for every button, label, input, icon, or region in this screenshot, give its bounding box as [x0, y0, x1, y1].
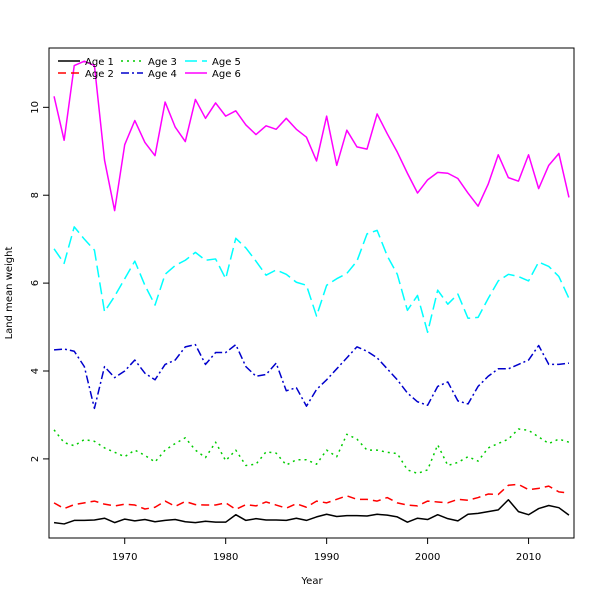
series-line-age-1	[53, 499, 570, 525]
legend-label-age-1: Age 1	[85, 57, 114, 68]
y-axis: 2 4 6 8 10	[30, 101, 49, 462]
legend-label-age-2: Age 2	[85, 69, 114, 80]
legend-label-age-3: Age 3	[148, 57, 177, 68]
legend-label-age-5: Age 5	[212, 57, 241, 68]
y-tick-label: 2	[30, 456, 41, 462]
x-tick-label: 2010	[516, 552, 541, 563]
x-axis-title: Year	[300, 576, 323, 587]
series-line-age-3	[53, 428, 570, 475]
legend-label-age-4: Age 4	[148, 69, 177, 80]
series-layer	[53, 60, 570, 525]
series-line-age-5	[53, 226, 570, 334]
x-axis: 1970 1980 1990 2000 2010	[112, 538, 541, 563]
series-line-age-4	[53, 343, 570, 410]
series-line-age-6	[53, 60, 570, 212]
x-tick-label: 1990	[314, 552, 339, 563]
y-tick-label: 4	[30, 368, 41, 374]
y-axis-title: Land mean weight	[4, 247, 15, 340]
series-line-age-2	[53, 483, 570, 511]
x-tick-label: 1970	[112, 552, 137, 563]
legend-label-age-6: Age 6	[212, 69, 241, 80]
plot-frame	[48, 47, 575, 539]
x-tick-label: 2000	[415, 552, 440, 563]
y-tick-label: 6	[30, 280, 41, 286]
y-tick-label: 8	[30, 192, 41, 198]
y-tick-label: 10	[30, 101, 41, 114]
x-tick-label: 1980	[213, 552, 238, 563]
